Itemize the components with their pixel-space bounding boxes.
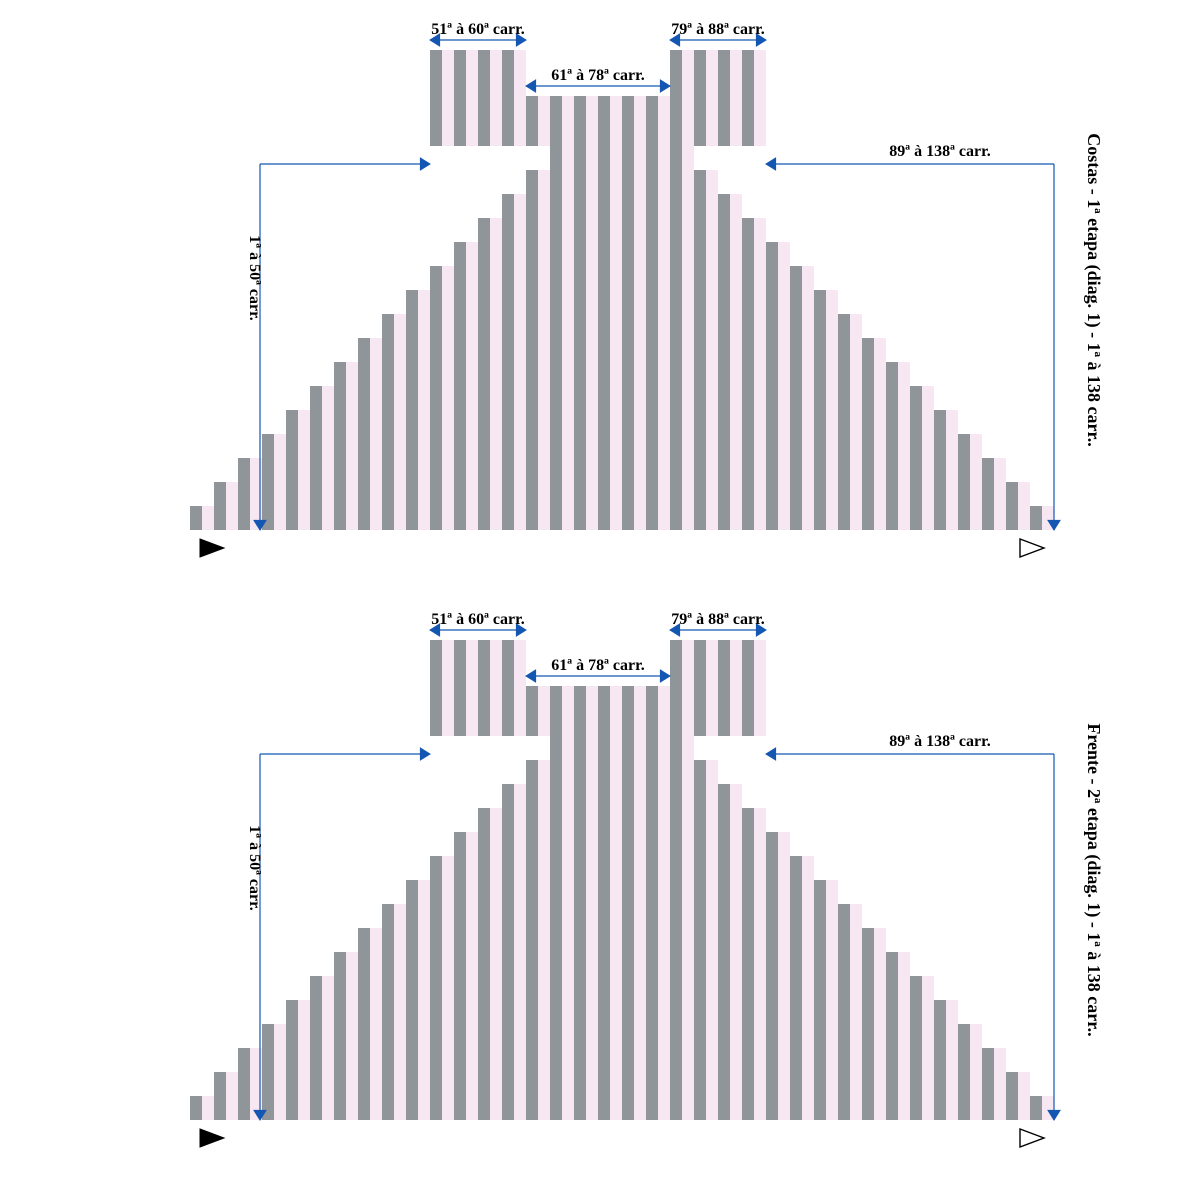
panel-caption: Frente - 2ª etapa (diag. 1) - 1ª à 138 c…: [1083, 723, 1104, 1036]
svg-text:61ª à 78ª carr.: 61ª à 78ª carr.: [551, 67, 644, 84]
svg-text:79ª à 88ª carr.: 79ª à 88ª carr.: [671, 21, 764, 38]
direction-arrow-left: [200, 1129, 224, 1147]
panel-costas: 51ª à 60ª carr. 79ª à 88ª carr. 61ª à 78ª …: [188, 21, 1104, 557]
label-1-50: 1ª à 50ª carr.: [246, 235, 263, 320]
svg-text:61ª à 78ª carr.: 61ª à 78ª carr.: [551, 657, 644, 674]
svg-text:51ª à 60ª carr.: 51ª à 60ª carr.: [431, 611, 524, 628]
direction-arrow-right: [1020, 539, 1044, 557]
label-89-138: 89ª à 138ª carr.: [889, 143, 990, 160]
panel-frente: 51ª à 60ª carr. 79ª à 88ª carr. 61ª à 78ª …: [188, 611, 1104, 1147]
garment-body: [188, 48, 1056, 532]
direction-arrow-left: [200, 539, 224, 557]
label-1-50: 1ª à 50ª carr.: [246, 825, 263, 910]
direction-arrow-right: [1020, 1129, 1044, 1147]
panel-caption: Costas - 1ª etapa (diag. 1) - 1ª à 138 c…: [1083, 133, 1104, 447]
svg-text:51ª à 60ª carr.: 51ª à 60ª carr.: [431, 21, 524, 38]
garment-body: [188, 638, 1056, 1122]
svg-text:79ª à 88ª carr.: 79ª à 88ª carr.: [671, 611, 764, 628]
label-89-138: 89ª à 138ª carr.: [889, 733, 990, 750]
